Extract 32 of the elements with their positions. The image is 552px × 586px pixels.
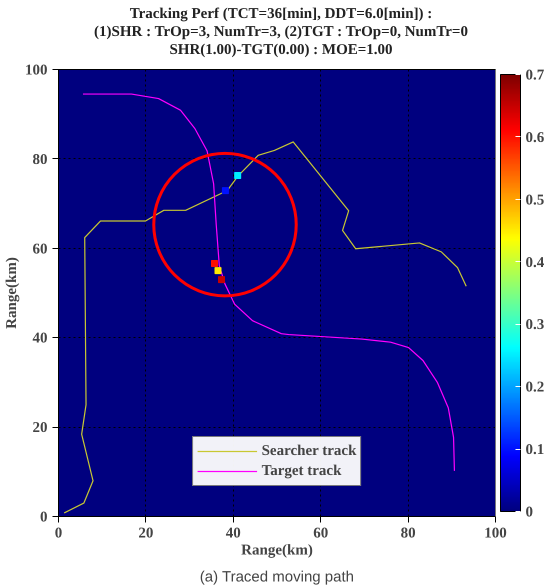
point	[234, 172, 242, 179]
y-tick-label: 40	[32, 330, 48, 347]
line-series	[64, 141, 467, 514]
y-tick-label: 0	[40, 510, 48, 526]
legend-label: Target track	[262, 462, 342, 480]
chart-title: Tracking Perf (TCT=36[min], DDT=6.0[min]) : (1)SHR : TrOp=3, NumTr=3, (2)TGT : TrOp=0, NumTr=0 SHR(1.00)-TGT(0.00) : MOE=1.00	[94, 5, 468, 59]
color-bar-label: 0.7	[526, 68, 545, 84]
x-tick-label: 0	[54, 526, 62, 542]
legend-label: Searcher track	[262, 442, 356, 460]
point	[218, 276, 225, 284]
text: (a) Traced moving path	[200, 568, 354, 586]
color-bar-label: 0.4	[526, 254, 545, 271]
y-tick-label: 80	[32, 152, 48, 168]
x-tick-label: 40	[226, 526, 241, 542]
point	[211, 260, 218, 267]
color-bar-label: 0.1	[526, 442, 544, 458]
color-bar-label: 0.5	[526, 192, 544, 208]
color-bar-label: 0.3	[526, 317, 544, 334]
x-tick-label: 100	[484, 526, 507, 542]
color-bar-label: 0.6	[526, 130, 545, 146]
x-tick-label: 60	[313, 526, 328, 542]
x-axis-title: Range(km)	[241, 542, 313, 558]
y-tick-label: 60	[32, 241, 48, 258]
color-bar-label: 0.2	[526, 380, 544, 396]
y-tick-label: 100	[25, 62, 48, 78]
x-tick-label: 80	[400, 526, 416, 542]
point	[214, 267, 222, 274]
x-tick-label: 20	[138, 526, 154, 542]
y-axis-title: Range(km)	[4, 257, 20, 329]
point	[222, 187, 229, 194]
y-tick-label: 20	[32, 420, 48, 436]
color-bar-label: 0	[526, 504, 533, 520]
